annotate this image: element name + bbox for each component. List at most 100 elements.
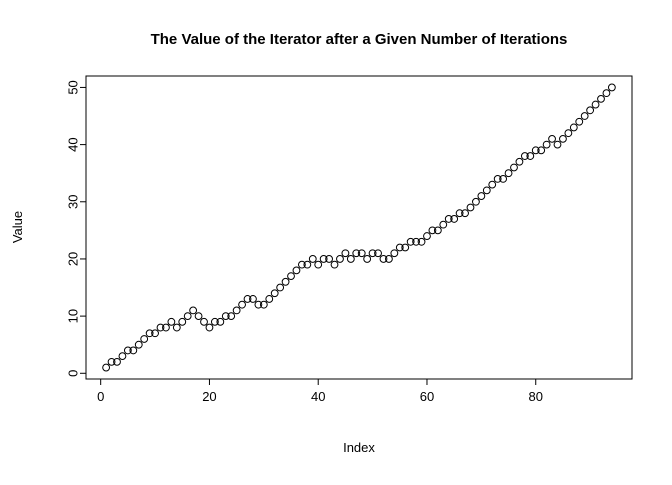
data-point <box>221 312 230 321</box>
data-point <box>297 260 306 269</box>
data-point <box>357 249 366 258</box>
data-point <box>390 249 399 258</box>
data-point <box>156 323 165 332</box>
data-point <box>488 180 497 189</box>
data-point <box>428 226 437 235</box>
data-point <box>433 226 442 235</box>
data-point <box>330 260 339 269</box>
data-point <box>145 329 154 338</box>
data-point <box>499 175 508 183</box>
y-tick-label: 40 <box>66 137 81 151</box>
data-point <box>450 215 459 223</box>
data-point <box>259 300 268 309</box>
data-point <box>493 175 502 183</box>
data-point <box>167 317 176 326</box>
data-point <box>586 106 595 115</box>
data-point <box>412 237 421 246</box>
data-point <box>439 220 448 229</box>
data-point <box>352 249 361 258</box>
x-tick-label: 40 <box>311 389 325 404</box>
data-point <box>178 317 187 326</box>
data-point <box>107 357 116 366</box>
data-point <box>526 152 535 160</box>
x-tick-label: 80 <box>529 389 543 404</box>
data-point <box>417 237 426 246</box>
data-point <box>504 169 513 178</box>
plot-area: 0 20 40 60 80 0 10 20 30 40 50 <box>66 75 633 404</box>
data-point <box>308 255 317 263</box>
data-point <box>559 134 567 143</box>
data-point <box>444 215 453 223</box>
x-tick-label: 0 <box>97 389 104 404</box>
data-point <box>227 312 236 321</box>
data-point <box>151 329 159 338</box>
data-point <box>194 312 203 321</box>
data-point <box>553 140 562 149</box>
data-point <box>270 289 279 298</box>
x-tick-label: 60 <box>420 389 434 404</box>
data-point <box>575 117 584 126</box>
data-point <box>249 295 257 303</box>
data-point <box>466 203 475 212</box>
data-point <box>336 255 344 263</box>
y-tick-label: 30 <box>66 195 81 209</box>
y-tick-label: 10 <box>66 309 81 323</box>
data-point <box>423 232 431 240</box>
data-point <box>129 346 138 355</box>
y-tick-label: 20 <box>66 252 81 266</box>
plot-box <box>85 75 633 380</box>
data-point <box>461 209 469 218</box>
data-point <box>548 134 556 143</box>
data-point <box>472 197 480 206</box>
data-point <box>374 249 382 258</box>
data-point <box>537 146 546 155</box>
data-point <box>113 357 121 366</box>
data-point <box>406 237 415 246</box>
data-point <box>243 295 252 303</box>
data-point <box>542 140 551 149</box>
data-point <box>210 317 219 326</box>
data-point <box>200 317 208 326</box>
data-point <box>591 100 600 109</box>
y-tick-label: 0 <box>66 370 81 377</box>
data-point <box>118 352 127 361</box>
data-point <box>189 306 198 315</box>
data-point <box>276 283 285 292</box>
data-point <box>580 112 589 120</box>
data-point <box>303 260 312 269</box>
data-point <box>232 306 241 315</box>
data-point <box>607 83 616 92</box>
data-point <box>346 255 355 263</box>
data-point <box>341 249 350 258</box>
data-point <box>216 317 225 326</box>
data-point <box>379 255 388 263</box>
data-point <box>395 243 404 252</box>
data-point <box>102 363 111 372</box>
data-point <box>515 157 524 166</box>
data-point <box>520 152 529 160</box>
data-point <box>172 323 181 332</box>
data-point <box>531 146 540 155</box>
data-point <box>385 255 393 263</box>
data-point <box>325 255 333 263</box>
data-point <box>281 277 290 286</box>
data-point <box>265 295 274 303</box>
x-axis-label: Index <box>343 440 375 455</box>
data-point <box>254 300 263 309</box>
data-point <box>510 163 518 172</box>
data-point <box>482 186 491 195</box>
data-point <box>319 255 328 263</box>
data-point <box>597 94 605 103</box>
chart-title: The Value of the Iterator after a Given … <box>151 31 568 48</box>
data-point <box>368 249 377 258</box>
data-point <box>477 192 486 200</box>
data-point <box>183 312 192 321</box>
data-point <box>564 129 573 138</box>
data-point <box>205 323 214 332</box>
data-point <box>602 89 611 98</box>
x-tick-label: 20 <box>202 389 216 404</box>
data-point <box>401 243 410 252</box>
y-axis-label: Value <box>10 211 25 243</box>
